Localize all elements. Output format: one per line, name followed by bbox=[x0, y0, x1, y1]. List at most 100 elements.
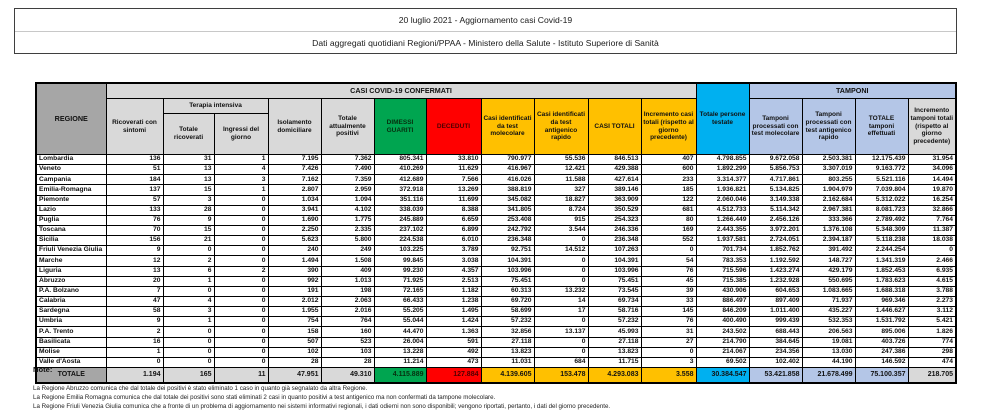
value-cell: 198 bbox=[320, 285, 375, 297]
value-cell: 7.362 bbox=[320, 153, 375, 166]
value-cell: 0 bbox=[533, 346, 589, 358]
value-cell: 19.870 bbox=[907, 184, 957, 196]
column-header-tamponi-antigenico: Tamponi processati con test antigenico r… bbox=[801, 98, 856, 155]
table-row: Sicilia 156 21 0 5.623 5.800 224.538 6.010 236.3… bbox=[35, 235, 957, 247]
value-cell: 430.906 bbox=[695, 285, 750, 297]
value-cell: 14.494 bbox=[907, 174, 957, 186]
value-cell: 5.348.309 bbox=[854, 224, 909, 237]
value-cell: 70 bbox=[105, 224, 164, 237]
value-cell: 20 bbox=[105, 275, 164, 287]
value-cell: 26.004 bbox=[373, 336, 427, 348]
note-item: La Regione Abruzzo comunica che dal tota… bbox=[33, 385, 368, 392]
value-cell: 0 bbox=[213, 346, 269, 358]
value-cell: 3.972.201 bbox=[748, 224, 803, 237]
value-cell: 1.508 bbox=[320, 255, 375, 267]
value-cell: 7.195 bbox=[267, 153, 322, 166]
value-cell: 1.775 bbox=[320, 214, 375, 226]
value-cell: 412.689 bbox=[373, 174, 427, 186]
value-cell: 416.026 bbox=[480, 174, 535, 186]
value-cell: 160 bbox=[320, 326, 375, 338]
value-cell: 191 bbox=[267, 285, 322, 297]
value-cell: 474 bbox=[907, 356, 957, 368]
value-cell: 1 bbox=[213, 153, 269, 166]
value-cell: 253.408 bbox=[480, 214, 535, 226]
value-cell: 21 bbox=[162, 235, 215, 247]
value-cell: 4.798.855 bbox=[695, 153, 750, 166]
value-cell: 0 bbox=[213, 194, 269, 206]
value-cell: 5.521.116 bbox=[854, 174, 909, 186]
value-cell: 7.764 bbox=[907, 214, 957, 226]
value-cell: 103.996 bbox=[480, 265, 535, 277]
region-name-cell: Emilia-Romagna bbox=[35, 184, 107, 196]
value-cell: 7.162 bbox=[267, 174, 322, 186]
value-cell: 1.936.821 bbox=[695, 184, 750, 196]
value-cell: 14 bbox=[533, 295, 589, 308]
value-cell: 403.726 bbox=[854, 336, 909, 348]
column-header-totale-ricoverati: Totale ricoverati bbox=[162, 113, 215, 155]
value-cell: 2 bbox=[105, 326, 164, 338]
value-cell: 16 bbox=[105, 336, 164, 348]
value-cell: 391.492 bbox=[801, 245, 856, 257]
value-cell: 31 bbox=[162, 153, 215, 166]
value-cell: 1.238 bbox=[425, 295, 482, 308]
value-cell: 11.387 bbox=[907, 224, 957, 237]
region-name-cell: Liguria bbox=[35, 265, 107, 277]
total-value-cell: 11 bbox=[213, 366, 269, 384]
table-row: Toscana 70 15 0 2.250 2.335 237.102 6.899 242.79… bbox=[35, 224, 957, 237]
value-cell: 14.512 bbox=[533, 245, 589, 257]
value-cell: 75.451 bbox=[480, 275, 535, 287]
value-cell: 1.232.928 bbox=[748, 275, 803, 287]
value-cell: 44.470 bbox=[373, 326, 427, 338]
value-cell: 13.823 bbox=[587, 346, 642, 358]
value-cell: 9 bbox=[105, 316, 164, 328]
value-cell: 2.063 bbox=[320, 295, 375, 308]
value-cell: 3 bbox=[213, 174, 269, 186]
total-row: TOTALE 1.194 165 11 47.951 49.310 4.115.889 127… bbox=[35, 366, 957, 384]
value-cell: 532.353 bbox=[801, 316, 856, 328]
value-cell: 327 bbox=[533, 184, 589, 196]
value-cell: 3.038 bbox=[425, 255, 482, 267]
value-cell: 2.394.187 bbox=[801, 235, 856, 247]
region-name-cell: Sardegna bbox=[35, 306, 107, 318]
value-cell: 410.269 bbox=[373, 164, 427, 176]
table-row: Campania 184 13 3 7.162 7.359 412.689 7.566 416.… bbox=[35, 174, 957, 186]
column-header-ricoverati: Ricoverati con sintomi bbox=[105, 98, 164, 155]
value-cell: 31 bbox=[640, 326, 697, 338]
value-cell: 1.892.299 bbox=[695, 164, 750, 176]
value-cell: 0 bbox=[213, 224, 269, 237]
report-title-date: 20 luglio 2021 - Aggiornamento casi Covi… bbox=[15, 9, 956, 32]
value-cell: 103.996 bbox=[587, 265, 642, 277]
value-cell: 492 bbox=[425, 346, 482, 358]
total-value-cell: 49.310 bbox=[320, 366, 375, 384]
region-name-cell: Basilicata bbox=[35, 336, 107, 348]
column-header-tamponi-totale: TOTALE tamponi effettuati bbox=[854, 98, 909, 155]
value-cell: 0 bbox=[162, 336, 215, 348]
value-cell: 2.959 bbox=[320, 184, 375, 196]
table-row: Veneto 51 13 4 7.426 7.490 410.269 11.629 416.96… bbox=[35, 164, 957, 176]
value-cell: 552 bbox=[640, 235, 697, 247]
value-cell: 254.323 bbox=[587, 214, 642, 226]
value-cell: 7.490 bbox=[320, 164, 375, 176]
region-name-cell: Friuli Venezia Giulia bbox=[35, 245, 107, 257]
value-cell: 99.845 bbox=[373, 255, 427, 267]
value-cell: 416.967 bbox=[480, 164, 535, 176]
value-cell: 236.348 bbox=[587, 235, 642, 247]
value-cell: 3.788 bbox=[907, 285, 957, 297]
value-cell: 0 bbox=[162, 326, 215, 338]
value-cell: 243.502 bbox=[695, 326, 750, 338]
value-cell: 1.083.665 bbox=[801, 285, 856, 297]
total-value-cell: 30.384.547 bbox=[695, 366, 750, 384]
value-cell: 5.856.753 bbox=[748, 164, 803, 176]
column-header-regione: REGIONE bbox=[35, 82, 107, 155]
value-cell: 102 bbox=[267, 346, 322, 358]
total-value-cell: 4.293.083 bbox=[587, 366, 642, 384]
value-cell: 915 bbox=[533, 214, 589, 226]
value-cell: 992 bbox=[267, 275, 322, 287]
table-row: Abruzzo 20 1 0 992 1.013 71.925 2.513 75.451 0 75.… bbox=[35, 275, 957, 287]
value-cell: 214.067 bbox=[695, 346, 750, 358]
value-cell: 363.909 bbox=[587, 194, 642, 206]
table-row: Basilicata 16 0 0 507 523 26.004 591 27.118 0 27.1… bbox=[35, 336, 957, 348]
value-cell: 783.353 bbox=[695, 255, 750, 267]
value-cell: 1.182 bbox=[425, 285, 482, 297]
